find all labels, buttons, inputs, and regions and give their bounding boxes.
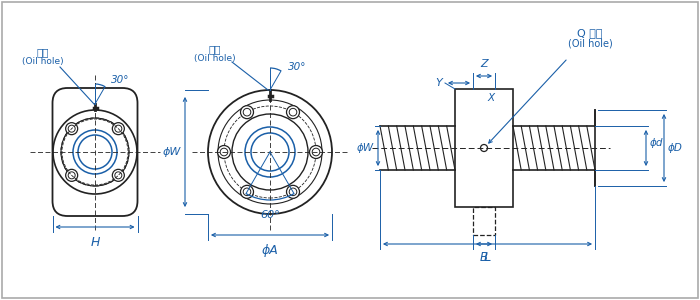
Text: 油孔: 油孔: [36, 47, 49, 57]
Text: 油孔: 油孔: [209, 44, 221, 54]
Circle shape: [112, 123, 125, 135]
Text: X: X: [487, 93, 494, 103]
Text: Z: Z: [480, 59, 488, 69]
Circle shape: [66, 123, 78, 135]
Circle shape: [66, 169, 78, 181]
Circle shape: [241, 106, 253, 119]
Text: (Oil hole): (Oil hole): [568, 38, 612, 48]
Text: Y: Y: [435, 78, 442, 88]
Circle shape: [112, 169, 125, 181]
Circle shape: [218, 146, 230, 158]
Text: B: B: [480, 251, 488, 264]
Circle shape: [309, 146, 323, 158]
Text: ϕA: ϕA: [262, 244, 279, 257]
Text: 60°: 60°: [260, 210, 280, 220]
Text: ϕD: ϕD: [668, 143, 683, 153]
Circle shape: [241, 185, 253, 198]
Text: 30°: 30°: [288, 62, 307, 72]
Text: ϕW: ϕW: [162, 147, 181, 157]
Text: ϕW: ϕW: [357, 143, 374, 153]
Text: ϕd: ϕd: [650, 138, 664, 148]
Text: (Oil hole): (Oil hole): [194, 54, 236, 63]
Text: Q 油孔: Q 油孔: [578, 28, 603, 38]
Circle shape: [286, 185, 300, 198]
Circle shape: [286, 106, 300, 119]
Text: L: L: [484, 251, 491, 264]
Text: (Oil hole): (Oil hole): [22, 57, 64, 66]
Text: 30°: 30°: [111, 75, 130, 85]
Bar: [473, 207, 495, 235]
Text: H: H: [90, 236, 99, 249]
Circle shape: [480, 145, 487, 152]
Bar: [455, 89, 513, 207]
